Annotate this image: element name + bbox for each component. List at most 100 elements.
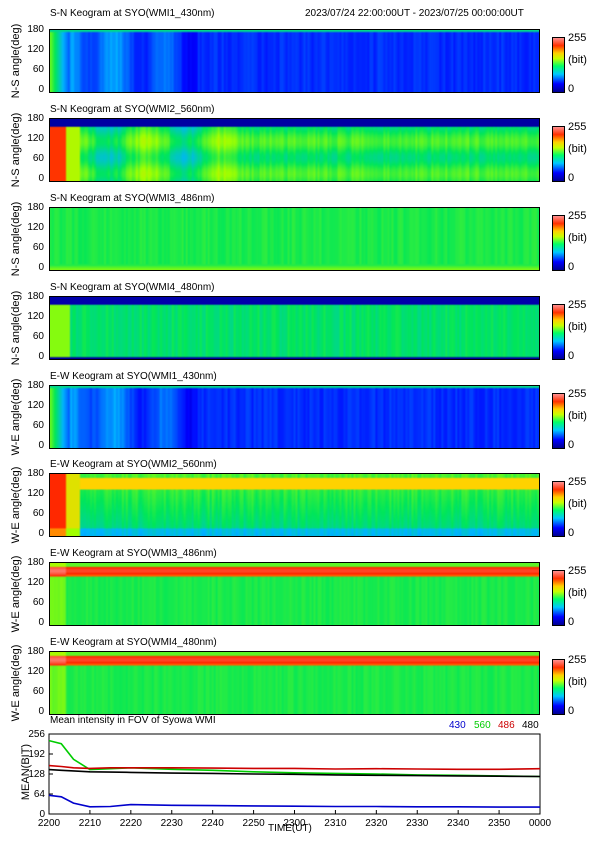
x-tick-label: 2300 (283, 818, 306, 829)
legend-430: 430 (449, 720, 466, 731)
y-tick-label: 0 (38, 617, 44, 628)
y-tick-label: 60 (32, 597, 44, 608)
time-range: 2023/07/24 22:00:00UT - 2023/07/25 00:00… (305, 8, 524, 19)
colorbar-label: (bit) (568, 54, 587, 66)
y-tick-label: 180 (27, 291, 44, 302)
y-tick-label: 128 (28, 769, 45, 780)
y-tick-label: 120 (27, 133, 44, 144)
panel-ylabel: W-E angle(deg) (10, 644, 22, 722)
y-tick-label: 120 (27, 577, 44, 588)
y-tick-label: 60 (32, 242, 44, 253)
panel-title: S-N Keogram at SYO(WMI2_560nm) (50, 104, 215, 115)
colorbar-label: (bit) (568, 232, 587, 244)
keogram-image (49, 29, 540, 93)
legend-480: 480 (522, 720, 539, 731)
colorbar (552, 304, 565, 360)
panel-title: E-W Keogram at SYO(WMI3_486nm) (50, 548, 217, 559)
y-tick-label: 0 (38, 173, 44, 184)
colorbar-label: 255 (568, 299, 587, 311)
y-tick-label: 60 (32, 686, 44, 697)
y-tick-label: 180 (27, 113, 44, 124)
x-tick-label: 2330 (406, 818, 429, 829)
keogram-image (49, 651, 540, 715)
panel-ylabel: N-S angle(deg) (10, 23, 22, 99)
panel-ylabel: W-E angle(deg) (10, 378, 22, 456)
colorbar (552, 215, 565, 271)
keogram-image (49, 118, 540, 182)
x-tick-label: 2250 (242, 818, 265, 829)
y-tick-label: 0 (38, 528, 44, 539)
series-line-430 (48, 794, 540, 808)
panel-ylabel: N-S angle(deg) (10, 290, 22, 366)
line-chart-xlabel: TIME(UT) (268, 823, 312, 834)
keogram-image (49, 562, 540, 626)
y-tick-label: 0 (39, 809, 45, 820)
y-tick-label: 60 (32, 64, 44, 75)
colorbar-label: 0 (568, 172, 575, 184)
y-tick-label: 120 (27, 222, 44, 233)
colorbar-label: (bit) (568, 498, 587, 510)
panel-title: S-N Keogram at SYO(WMI4_480nm) (50, 282, 215, 293)
colorbar-label: (bit) (568, 676, 587, 688)
y-tick-label: 180 (27, 557, 44, 568)
y-tick-label: 180 (27, 380, 44, 391)
legend-560: 560 (474, 720, 491, 731)
colorbar-label: 0 (568, 261, 575, 273)
colorbar-label: 255 (568, 388, 587, 400)
keogram-image (49, 207, 540, 271)
colorbar-label: 0 (568, 705, 575, 717)
x-tick-label: 2340 (447, 818, 470, 829)
colorbar-label: 0 (568, 350, 575, 362)
colorbar-label: (bit) (568, 587, 587, 599)
colorbar (552, 37, 565, 93)
colorbar (552, 393, 565, 449)
keogram-canvas (50, 474, 539, 536)
x-tick-label: 2310 (324, 818, 347, 829)
keogram-image (49, 296, 540, 360)
colorbar (552, 481, 565, 537)
x-tick-label: 2240 (202, 818, 225, 829)
panel-ylabel: W-E angle(deg) (10, 555, 22, 633)
keogram-canvas (50, 652, 539, 714)
y-tick-label: 60 (32, 331, 44, 342)
keogram-canvas (50, 297, 539, 359)
y-tick-label: 120 (27, 400, 44, 411)
y-tick-label: 120 (27, 666, 44, 677)
colorbar-label: 255 (568, 565, 587, 577)
panel-title: E-W Keogram at SYO(WMI4_480nm) (50, 637, 217, 648)
panel-ylabel: N-S angle(deg) (10, 112, 22, 188)
colorbar-label: (bit) (568, 410, 587, 422)
y-tick-label: 120 (27, 488, 44, 499)
series-line-480 (48, 768, 541, 778)
series-line-486 (48, 764, 541, 771)
y-tick-label: 0 (38, 706, 44, 717)
y-tick-label: 0 (38, 440, 44, 451)
y-tick-label: 60 (32, 420, 44, 431)
y-tick-label: 0 (38, 84, 44, 95)
colorbar-label: 0 (568, 616, 575, 628)
keogram-canvas (50, 563, 539, 625)
colorbar-label: 255 (568, 210, 587, 222)
colorbar-label: 255 (568, 476, 587, 488)
y-tick-label: 192 (28, 749, 45, 760)
x-tick-label: 2350 (488, 818, 511, 829)
y-tick-label: 180 (27, 202, 44, 213)
keogram-canvas (50, 30, 539, 92)
keogram-image (49, 473, 540, 537)
line-chart-ylabel: MEAN(BIT) (20, 743, 32, 801)
y-tick-label: 0 (38, 351, 44, 362)
panel-ylabel: N-S angle(deg) (10, 201, 22, 277)
series-line-560 (48, 739, 541, 778)
panel-title: S-N Keogram at SYO(WMI3_486nm) (50, 193, 215, 204)
y-tick-label: 120 (27, 311, 44, 322)
colorbar (552, 570, 565, 626)
y-tick-label: 180 (27, 468, 44, 479)
colorbar-label: 255 (568, 654, 587, 666)
legend-486: 486 (498, 720, 515, 731)
x-tick-label: 0000 (529, 818, 552, 829)
y-tick-label: 180 (27, 24, 44, 35)
colorbar-label: (bit) (568, 321, 587, 333)
y-tick-label: 180 (27, 646, 44, 657)
panel-1-title: S-N Keogram at SYO(WMI1_430nm) (50, 8, 215, 19)
